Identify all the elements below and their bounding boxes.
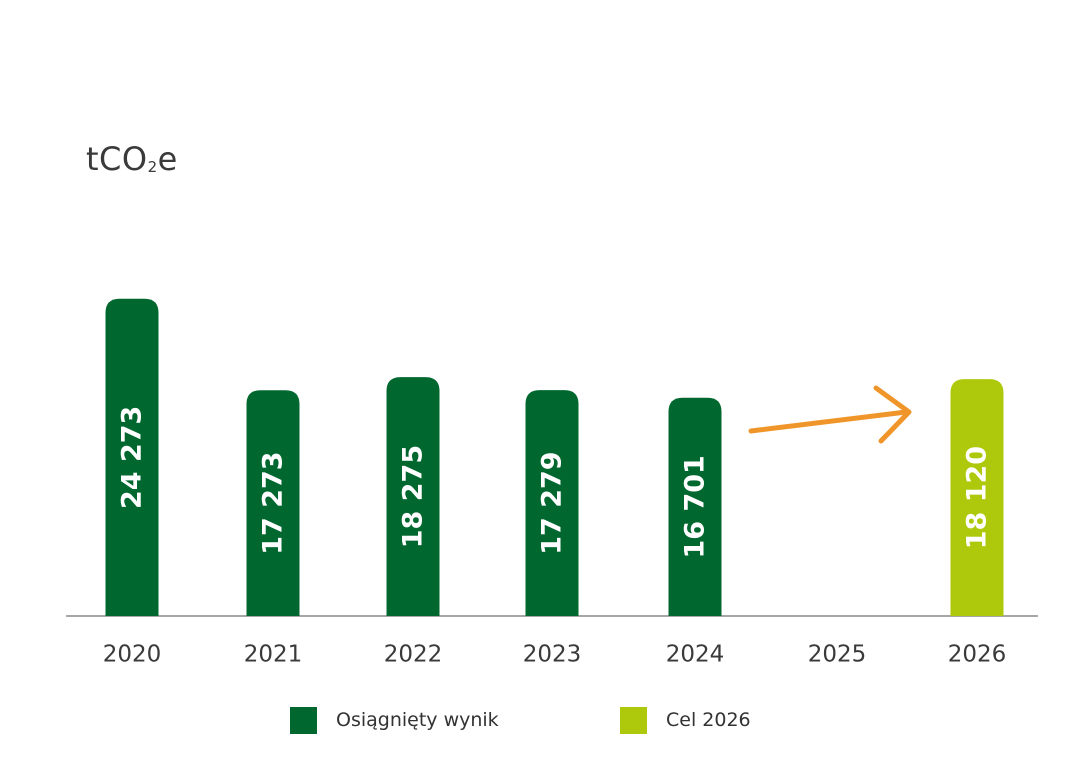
data-label-2022: 18 275	[398, 445, 429, 548]
legend-item-target: Cel 2026	[620, 706, 751, 734]
x-tick-label-2025: 2025	[808, 642, 867, 668]
legend-swatch-target	[620, 706, 647, 734]
y-axis-unit-label: tCO2e	[86, 140, 178, 178]
x-tick-label-2020: 2020	[103, 642, 162, 668]
bar-2022	[386, 377, 440, 616]
x-tick-label-2022: 2022	[384, 642, 443, 668]
legend-item-achieved: Osiągnięty wynik	[290, 706, 499, 734]
x-tick-label-2026: 2026	[948, 642, 1007, 668]
legend-label-target: Cel 2026	[666, 709, 751, 731]
legend-swatch-achieved	[290, 706, 317, 734]
data-label-2024: 16 701	[680, 455, 711, 558]
bar-2021	[246, 390, 300, 616]
bar-2023	[525, 390, 579, 616]
data-label-2020: 24 273	[117, 406, 148, 509]
x-tick-label-2021: 2021	[244, 642, 303, 668]
trend-arrow	[748, 385, 912, 444]
legend-label-achieved: Osiągnięty wynik	[336, 709, 499, 731]
data-label-2023: 17 279	[537, 451, 568, 554]
x-tick-label-2023: 2023	[523, 642, 582, 668]
bar-2026	[950, 379, 1004, 616]
data-label-2021: 17 273	[258, 451, 289, 554]
data-label-2026: 18 120	[962, 446, 993, 549]
x-tick-label-2024: 2024	[666, 642, 725, 668]
bar-2020	[105, 298, 159, 616]
bar-2024	[668, 397, 722, 616]
